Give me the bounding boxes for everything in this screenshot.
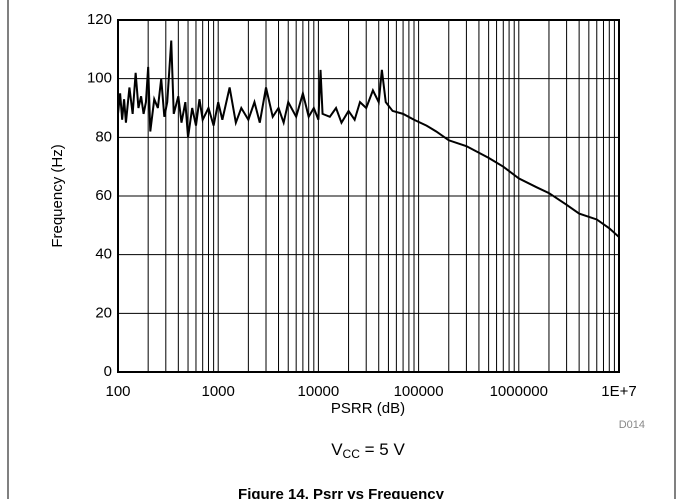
y-tick-label: 0 (104, 363, 112, 380)
code: D014 (619, 419, 645, 431)
caption: Figure 14. Psrr vs Frequency (238, 486, 445, 499)
cond-rest: = 5 V (360, 440, 406, 459)
series-line (117, 40, 620, 238)
y-tick-label: 40 (95, 246, 112, 263)
y-tick-label: 120 (87, 11, 112, 28)
x-tick-label: 1000000 (490, 383, 548, 400)
y-tick-label: 60 (95, 187, 112, 204)
cond-symbol: V (331, 440, 343, 459)
condition: VCC = 5 V (331, 440, 405, 461)
x-tick-label: 100 (105, 383, 130, 400)
y-axis-label: Frequency (Hz) (49, 144, 66, 247)
x-tick-label: 10000 (298, 383, 340, 400)
x-tick-label: 100000 (394, 383, 444, 400)
x-tick-label: 1000 (202, 383, 235, 400)
y-tick-label: 20 (95, 304, 112, 321)
cond-sub: CC (343, 447, 361, 461)
x-tick-label: 1E+7 (601, 383, 636, 400)
plot-frame (117, 19, 620, 373)
x-axis-label: PSRR (dB) (331, 400, 405, 417)
y-tick-label: 100 (87, 70, 112, 87)
y-tick-label: 80 (95, 128, 112, 145)
